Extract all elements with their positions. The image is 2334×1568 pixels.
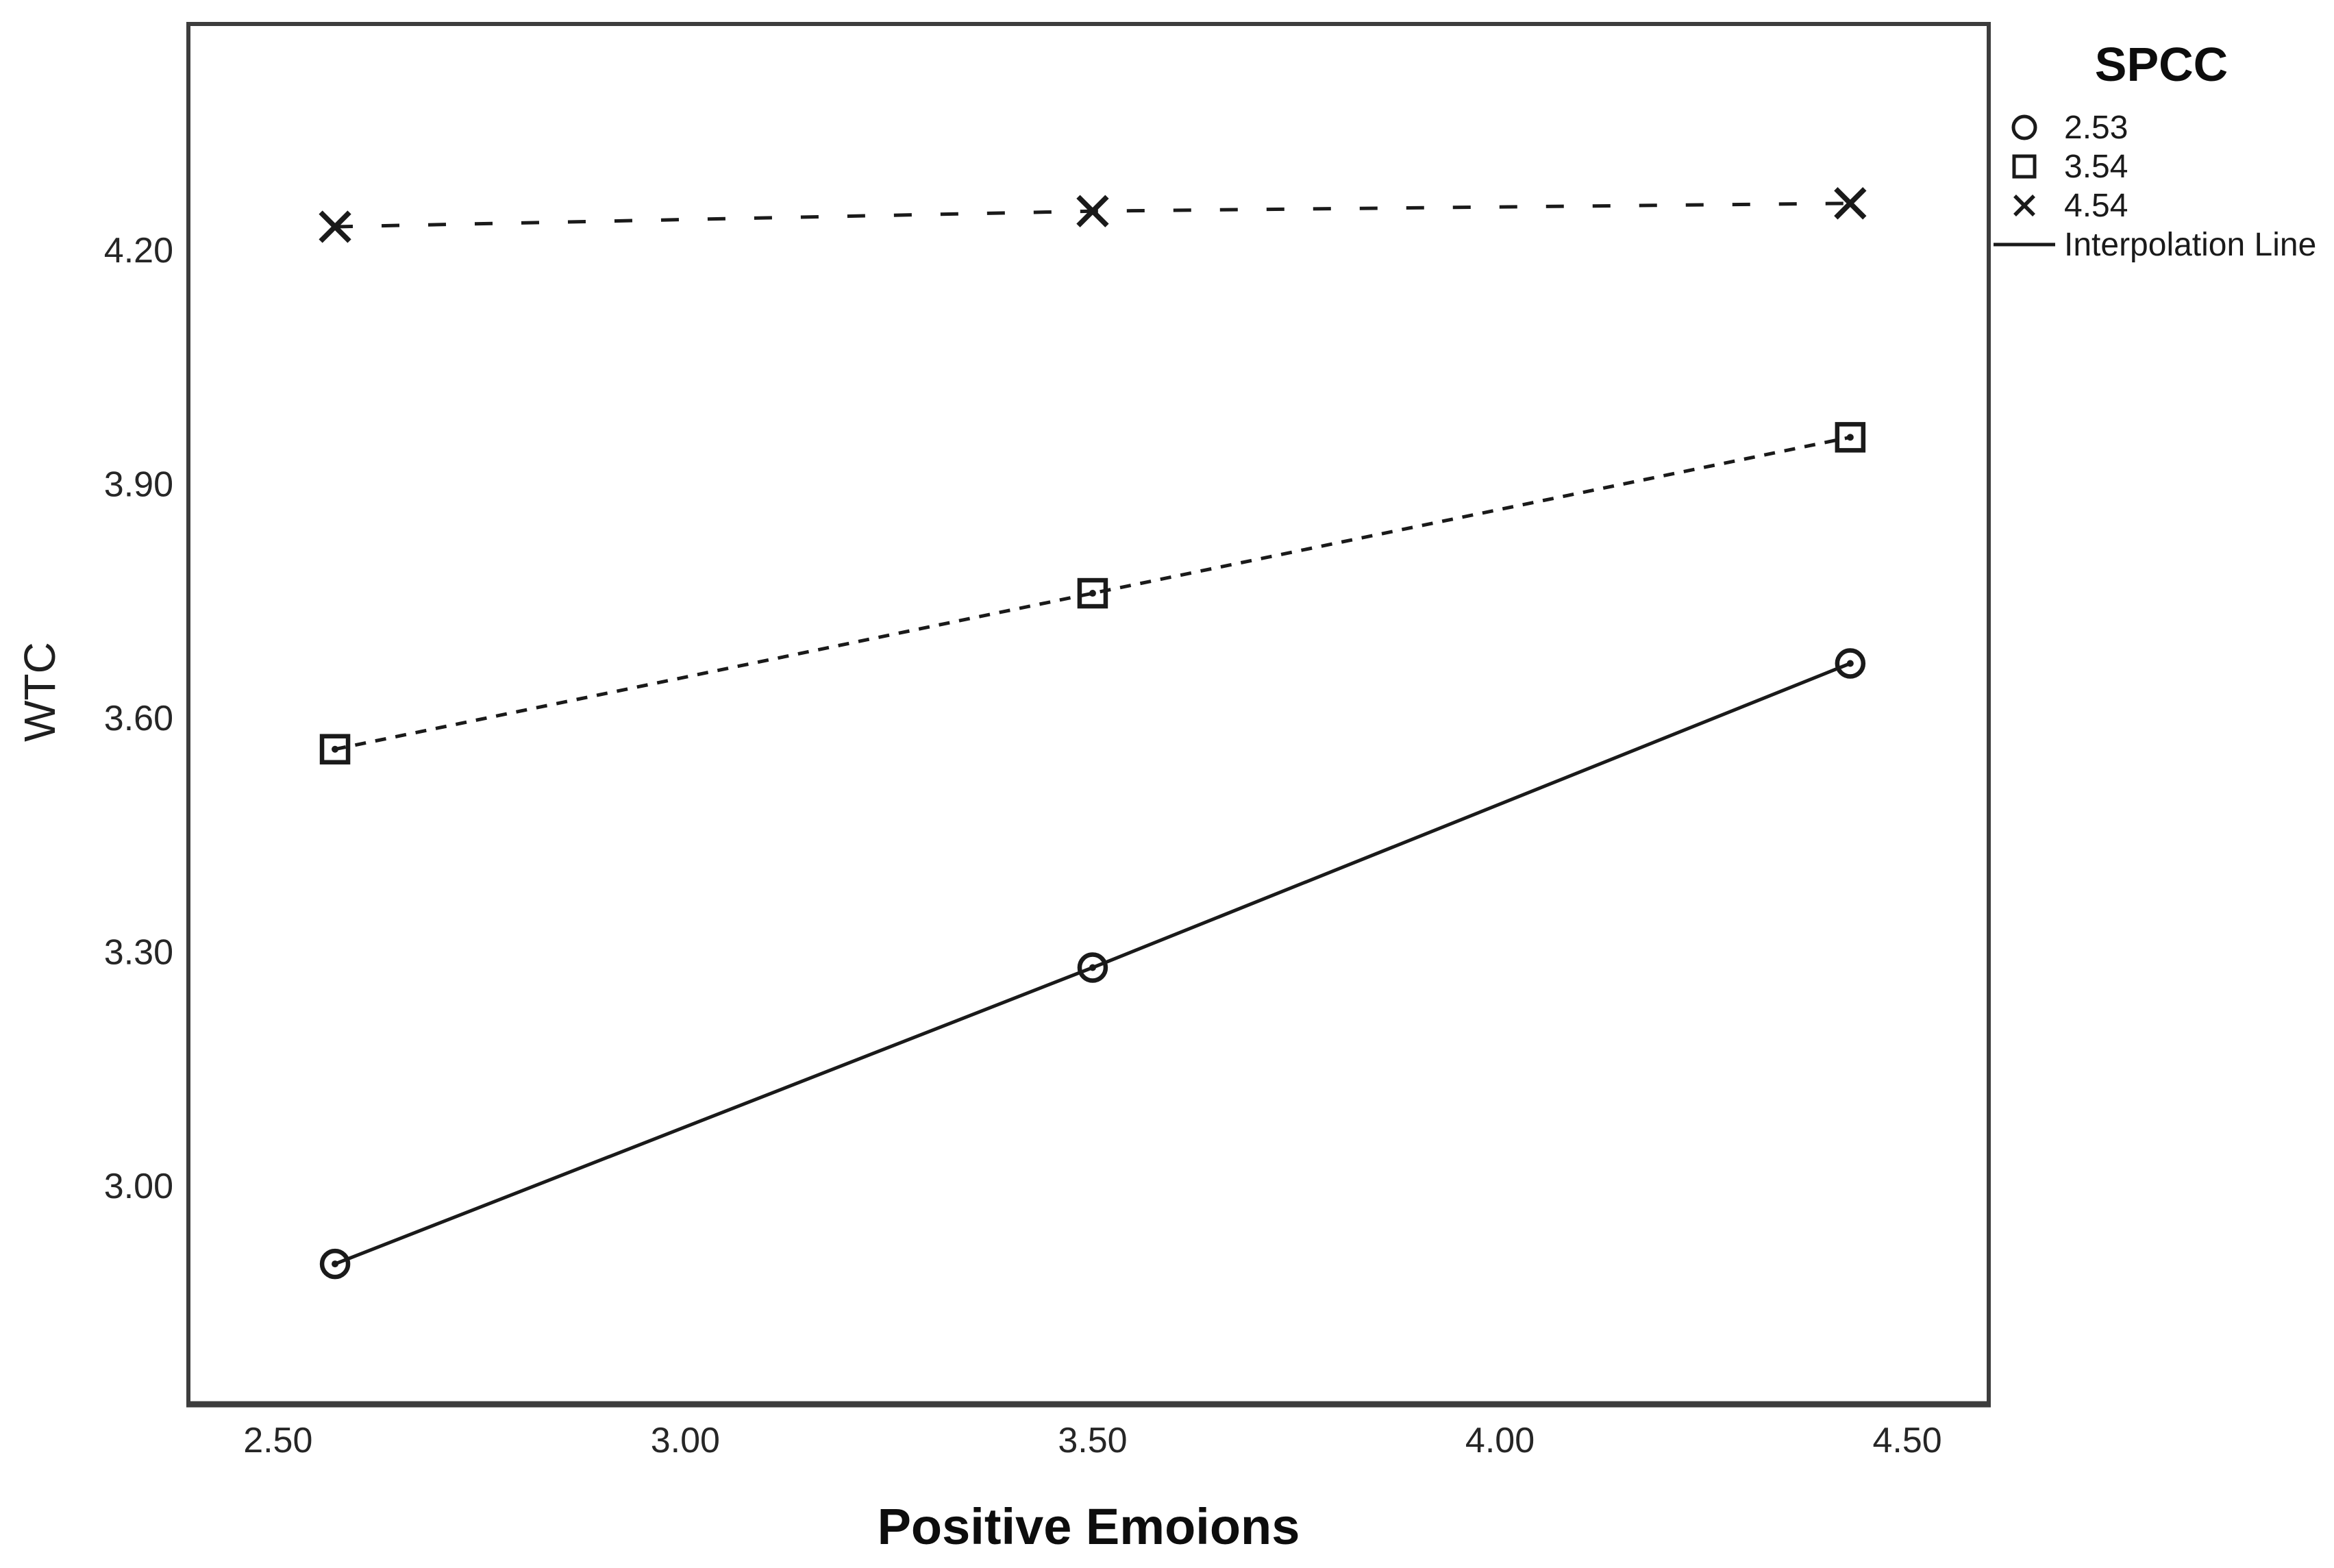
square-marker-icon xyxy=(1077,577,1108,609)
square-marker-icon xyxy=(2012,154,2037,179)
x-marker-icon xyxy=(2013,195,2035,216)
y-tick-label: 3.00 xyxy=(104,1167,173,1206)
y-tick-label: 3.30 xyxy=(104,933,173,973)
square-marker-icon xyxy=(1835,422,1866,453)
x-tick-label: 4.00 xyxy=(1465,1421,1535,1460)
legend-item-2.53: 2.53 xyxy=(1992,108,2331,147)
x-axis-title: Positive Emoions xyxy=(877,1498,1300,1555)
y-tick-label: 3.60 xyxy=(104,699,173,738)
plot-frame xyxy=(186,22,1991,1406)
marker-center-dot xyxy=(1089,964,1096,971)
y-tick-label: 3.90 xyxy=(104,465,173,505)
legend-item-label: 3.54 xyxy=(2064,149,2128,185)
x-marker-icon xyxy=(1834,187,1867,220)
legend-title: SPCC xyxy=(2094,38,2229,91)
legend: SPCC 2.53 3.54 4.54 Interpolation Line xyxy=(1992,36,2331,264)
circle-marker-icon xyxy=(319,1248,351,1280)
x-tick-label: 2.50 xyxy=(243,1421,312,1460)
circle-marker-icon xyxy=(2011,114,2037,140)
marker-center-dot xyxy=(1089,590,1096,597)
marker-center-dot xyxy=(332,1260,339,1268)
legend-item-interpolation-line: Interpolation Line xyxy=(1992,225,2331,264)
legend-item-4.54: 4.54 xyxy=(1992,186,2331,225)
series-line-4.54 xyxy=(334,201,1850,229)
x-marker-icon xyxy=(319,210,351,243)
circle-marker-icon xyxy=(1835,648,1866,679)
legend-item-label: 4.54 xyxy=(2064,188,2128,224)
y-tick-label: 4.20 xyxy=(104,231,173,271)
marker-center-dot xyxy=(1846,434,1854,441)
x-tick-label: 3.50 xyxy=(1058,1421,1127,1460)
y-axis-title: WTC xyxy=(15,642,64,742)
x-marker-icon xyxy=(1076,195,1109,227)
series-line-2.53 xyxy=(334,662,1851,1266)
marker-center-dot xyxy=(332,745,339,753)
legend-item-label: 2.53 xyxy=(2064,110,2128,146)
square-marker-icon xyxy=(319,734,351,764)
marker-center-dot xyxy=(1846,660,1854,667)
legend-item-3.54: 3.54 xyxy=(1992,147,2331,186)
circle-marker-icon xyxy=(1077,952,1108,983)
x-tick-label: 4.50 xyxy=(1872,1421,1941,1460)
legend-items: 2.53 3.54 4.54 Interpolation Line xyxy=(1992,108,2331,264)
x-tick-label: 3.00 xyxy=(651,1421,720,1460)
legend-item-label: Interpolation Line xyxy=(2064,227,2317,263)
